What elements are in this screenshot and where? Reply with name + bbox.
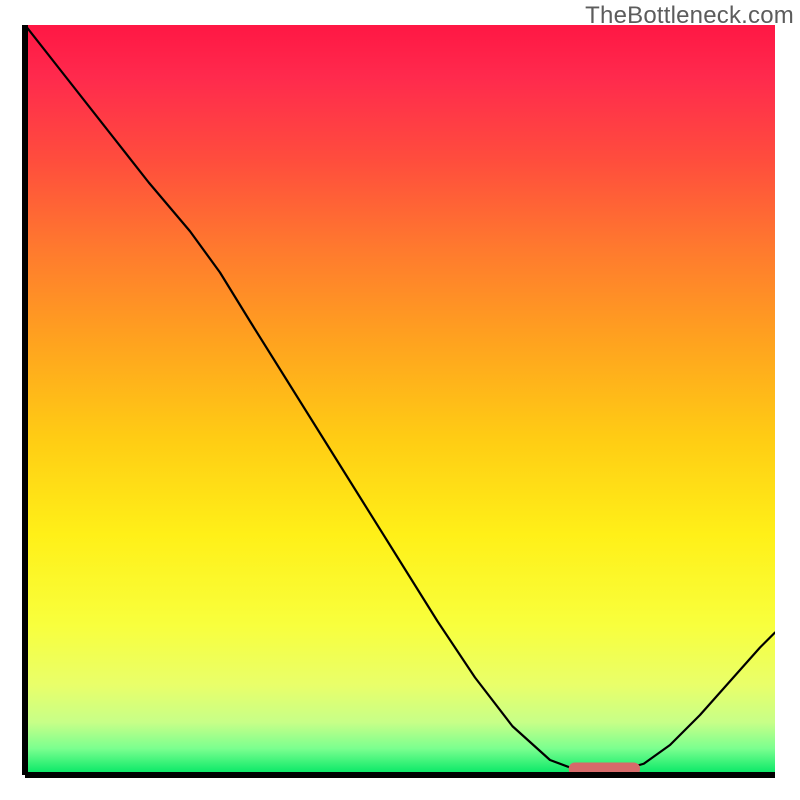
bottleneck-chart <box>0 0 800 800</box>
chart-container: { "watermark": { "text": "TheBottleneck.… <box>0 0 800 800</box>
heatmap-gradient <box>25 25 775 775</box>
